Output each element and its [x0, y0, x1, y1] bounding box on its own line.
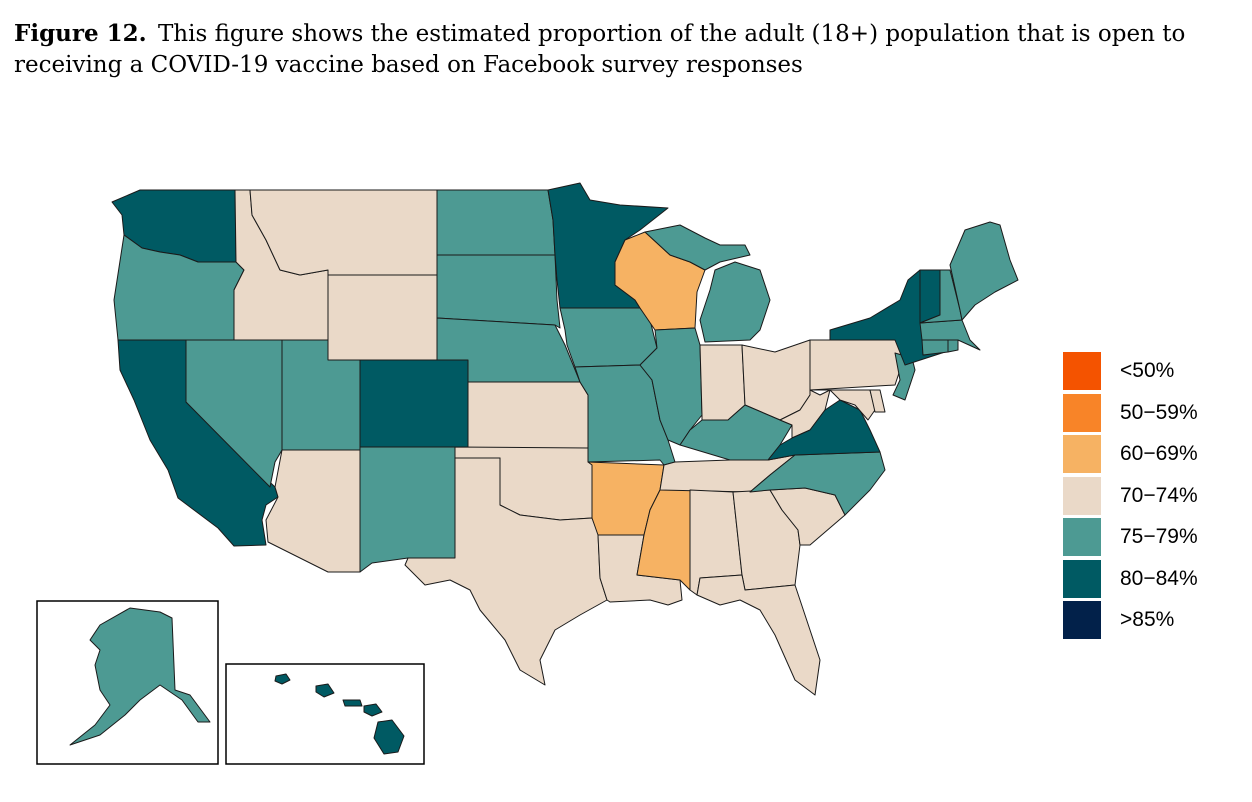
state-ND: [436, 189, 556, 256]
state-HI-kauai: [274, 673, 291, 685]
alaska-inset-frame: [36, 600, 219, 765]
state-CO: [359, 359, 469, 448]
state-HI-maui: [363, 703, 383, 717]
legend-label: 60−69%: [1120, 442, 1198, 465]
state-AK: [69, 607, 211, 746]
state-WY: [327, 274, 438, 361]
state-PA: [809, 339, 906, 391]
state-IN: [699, 344, 746, 421]
legend-label: 70−74%: [1120, 483, 1198, 507]
state-IA: [559, 307, 658, 368]
contiguous-states: [111, 182, 1019, 696]
legend-swatch: [1063, 352, 1101, 390]
state-TX: [404, 457, 608, 686]
legend-label: 80−84%: [1120, 566, 1198, 590]
alaska-inset: [36, 600, 219, 765]
hawaii-inset: [225, 663, 425, 765]
state-RI: [947, 339, 959, 353]
legend-swatch: [1063, 518, 1101, 556]
legend-swatch: [1063, 393, 1101, 432]
figure-caption: Figure 12. This figure shows the estimat…: [14, 18, 1238, 81]
state-ME: [949, 221, 1019, 321]
state-FL: [696, 574, 821, 696]
legend-label: >85%: [1120, 608, 1175, 631]
legend-swatch: [1063, 559, 1101, 598]
state-DE: [869, 389, 886, 413]
figure-caption-text: This figure shows the estimated proporti…: [14, 21, 1186, 78]
state-MT: [249, 189, 438, 276]
state-IL: [639, 327, 703, 446]
state-NC: [749, 451, 886, 516]
legend-swatch: [1063, 601, 1101, 639]
state-HI-big-island: [373, 719, 405, 755]
state-HI-molokai: [342, 699, 363, 707]
state-HI-oahu: [315, 683, 335, 698]
legend-label: 75−79%: [1120, 525, 1198, 548]
state-KS: [467, 381, 589, 449]
state-NM: [359, 446, 456, 573]
legend-swatch: [1063, 476, 1101, 515]
legend-label: <50%: [1120, 359, 1175, 382]
state-VT: [919, 269, 941, 324]
legend-label: 50−59%: [1120, 400, 1198, 424]
state-SD: [436, 254, 561, 329]
state-AZ: [265, 449, 361, 573]
hawaii-inset-frame: [225, 663, 425, 765]
legend-swatch: [1063, 435, 1101, 473]
state-CT: [921, 339, 949, 356]
figure-label: Figure 12.: [14, 20, 147, 47]
state-MI: [644, 224, 771, 343]
